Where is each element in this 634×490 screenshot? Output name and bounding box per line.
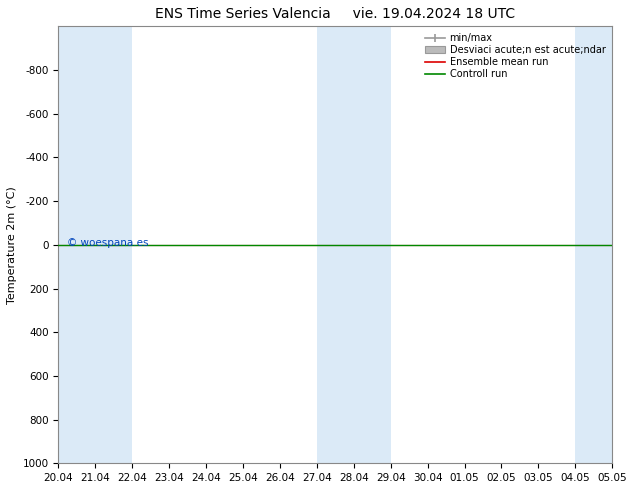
Y-axis label: Temperature 2m (°C): Temperature 2m (°C) bbox=[7, 186, 17, 304]
Legend: min/max, Desviaci acute;n est acute;ndar, Ensemble mean run, Controll run: min/max, Desviaci acute;n est acute;ndar… bbox=[422, 29, 609, 83]
Text: © woespana.es: © woespana.es bbox=[67, 238, 148, 247]
Bar bbox=[575, 26, 612, 464]
Bar bbox=[317, 26, 391, 464]
Title: ENS Time Series Valencia     vie. 19.04.2024 18 UTC: ENS Time Series Valencia vie. 19.04.2024… bbox=[155, 7, 515, 21]
Bar bbox=[58, 26, 133, 464]
